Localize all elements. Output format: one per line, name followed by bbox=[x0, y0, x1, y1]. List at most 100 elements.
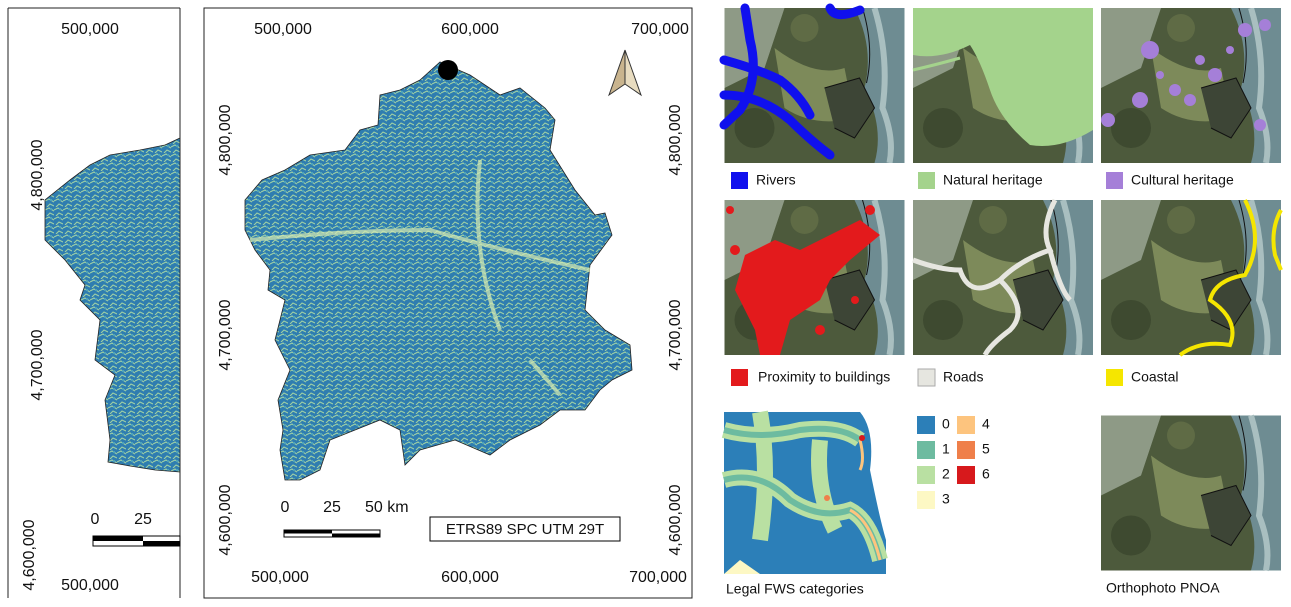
crs-label: ETRS89 SPC UTM 29T bbox=[446, 521, 604, 538]
legend-label: 4 bbox=[982, 416, 990, 432]
map-shape bbox=[1208, 68, 1222, 82]
panel-coastal bbox=[1101, 199, 1283, 357]
orthophoto: Orthophoto PNOA bbox=[1101, 416, 1281, 596]
map-shape bbox=[1156, 71, 1164, 79]
map-shape bbox=[849, 439, 882, 561]
coord-label: 4,800,000 bbox=[29, 139, 46, 210]
coord-label: 4,800,000 bbox=[667, 104, 684, 175]
map-shape bbox=[1178, 199, 1283, 357]
coord-label: 500,000 bbox=[61, 577, 119, 594]
land bbox=[44, 137, 180, 473]
fws-legend: 0 1 2 3 4 5 6 bbox=[917, 416, 990, 509]
coord-label: 4,600,000 bbox=[667, 484, 684, 555]
map-shape bbox=[1184, 94, 1196, 106]
legend-swatch bbox=[957, 441, 975, 459]
fws-map: Legal FWS categories bbox=[721, 410, 888, 597]
map-shape bbox=[284, 530, 332, 534]
legend-swatch bbox=[917, 416, 935, 434]
map-shape bbox=[1132, 92, 1148, 108]
coord-label: 500,000 bbox=[254, 21, 312, 38]
map-shape bbox=[332, 533, 380, 537]
location-marker bbox=[438, 60, 458, 80]
map-shape bbox=[1141, 41, 1159, 59]
map-shape bbox=[1101, 113, 1115, 127]
map-shape bbox=[624, 49, 642, 97]
legend-label: 2 bbox=[942, 466, 950, 482]
map-shape bbox=[913, 8, 1093, 146]
coord-label: 4,700,000 bbox=[29, 329, 46, 400]
coord-label: 700,000 bbox=[629, 569, 687, 586]
legend-swatch bbox=[918, 172, 935, 189]
legend-label: 5 bbox=[982, 441, 990, 457]
map-shape bbox=[912, 198, 1072, 357]
panel-rivers bbox=[719, 3, 905, 163]
map-shape bbox=[851, 296, 859, 304]
scale-label: 25 bbox=[134, 511, 152, 528]
map-shape bbox=[1101, 19, 1271, 131]
legend-label: Rivers bbox=[756, 172, 796, 188]
coord-label: 600,000 bbox=[441, 569, 499, 586]
panel-title: Orthophoto PNOA bbox=[1106, 580, 1220, 596]
map-shape bbox=[859, 435, 865, 441]
coord-label: 700,000 bbox=[631, 21, 689, 38]
map-shape bbox=[726, 205, 880, 355]
map-shape bbox=[1101, 8, 1281, 163]
legend-swatch bbox=[957, 416, 975, 434]
panel-buildings bbox=[725, 200, 905, 355]
coord-label: 4,600,000 bbox=[217, 484, 234, 555]
scale-label: 0 bbox=[91, 511, 100, 528]
coord-label: 600,000 bbox=[441, 21, 499, 38]
legend-label: 0 bbox=[942, 416, 950, 432]
map-shape bbox=[865, 205, 875, 215]
map-shape bbox=[1238, 23, 1252, 37]
coord-label: 4,800,000 bbox=[217, 104, 234, 175]
map-shape bbox=[1254, 119, 1266, 131]
coord-label: 4,700,000 bbox=[667, 299, 684, 370]
scale-label: 0 bbox=[281, 499, 290, 516]
map-shape bbox=[249, 159, 591, 397]
map-shape bbox=[1259, 19, 1271, 31]
legend-label: 3 bbox=[942, 491, 950, 507]
panel-roads bbox=[912, 198, 1093, 357]
left-map: 500,000 4,800,000 4,700,000 4,600,000 50… bbox=[7, 7, 181, 598]
map-shape bbox=[1195, 55, 1205, 65]
coord-label: 500,000 bbox=[251, 569, 309, 586]
panel-natural bbox=[912, 8, 1093, 163]
map-shape bbox=[860, 412, 886, 540]
map-shape bbox=[719, 3, 865, 160]
land bbox=[244, 61, 633, 481]
map-shape bbox=[1101, 416, 1281, 571]
legend-label: Cultural heritage bbox=[1131, 172, 1234, 188]
legend-swatch bbox=[917, 466, 935, 484]
legend-label: Coastal bbox=[1131, 369, 1178, 385]
map-shape bbox=[1169, 84, 1181, 96]
crs-box bbox=[429, 516, 621, 542]
map-shape bbox=[143, 541, 180, 546]
map-shape bbox=[724, 560, 760, 574]
legend-label: 6 bbox=[982, 466, 990, 482]
legend-label: 1 bbox=[942, 441, 950, 457]
coord-label: 500,000 bbox=[61, 21, 119, 38]
legend-swatch bbox=[731, 172, 748, 189]
map-shape bbox=[824, 495, 830, 501]
map-shape bbox=[93, 536, 143, 541]
panel-legends: Rivers Natural heritage Cultural heritag… bbox=[731, 172, 1234, 387]
map-shape bbox=[912, 56, 961, 72]
scale-label: 50 km bbox=[365, 499, 409, 516]
legend-label: Proximity to buildings bbox=[758, 369, 890, 385]
legend-swatch bbox=[1106, 172, 1123, 189]
map-shape bbox=[815, 325, 825, 335]
legend-swatch bbox=[917, 491, 935, 509]
map-shape bbox=[719, 3, 865, 160]
map-shape bbox=[726, 206, 734, 214]
map-shape bbox=[735, 220, 880, 355]
legend-label: Natural heritage bbox=[943, 172, 1043, 188]
coord-label: 4,700,000 bbox=[217, 299, 234, 370]
panel-cultural bbox=[1101, 8, 1281, 163]
map-shape bbox=[730, 245, 740, 255]
main-map: 500,000 600,000 700,000 4,800,000 4,700,… bbox=[203, 7, 693, 599]
legend-swatch bbox=[1106, 369, 1123, 386]
legend-swatch bbox=[917, 368, 936, 387]
scale-label: 25 bbox=[323, 499, 341, 516]
